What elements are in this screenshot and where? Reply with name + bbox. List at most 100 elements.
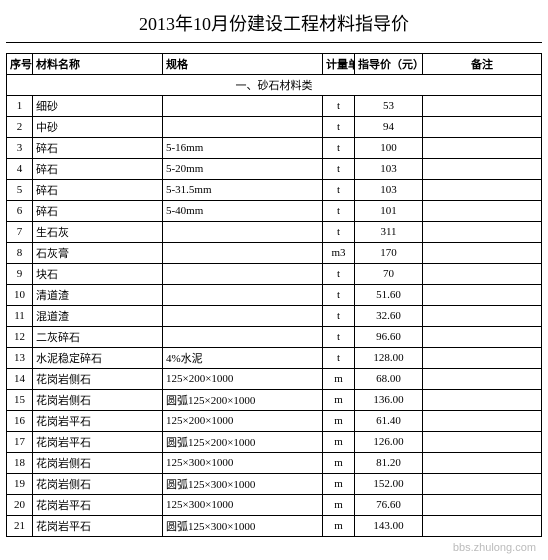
cell-unit: m: [323, 390, 355, 411]
cell-name: 碎石: [33, 180, 163, 201]
cell-name: 石灰膏: [33, 243, 163, 264]
col-header-unit: 计量单位: [323, 54, 355, 75]
cell-name: 花岗岩平石: [33, 516, 163, 537]
cell-seq: 10: [7, 285, 33, 306]
table-row: 7生石灰t311: [7, 222, 542, 243]
cell-spec: 125×200×1000: [163, 411, 323, 432]
cell-remark: [423, 117, 542, 138]
cell-unit: m: [323, 474, 355, 495]
cell-price: 101: [355, 201, 423, 222]
cell-remark: [423, 453, 542, 474]
cell-seq: 6: [7, 201, 33, 222]
cell-unit: t: [323, 348, 355, 369]
cell-name: 水泥稳定碎石: [33, 348, 163, 369]
cell-remark: [423, 411, 542, 432]
cell-price: 126.00: [355, 432, 423, 453]
col-header-name: 材料名称: [33, 54, 163, 75]
cell-seq: 13: [7, 348, 33, 369]
cell-remark: [423, 390, 542, 411]
cell-name: 块石: [33, 264, 163, 285]
cell-unit: m: [323, 411, 355, 432]
cell-price: 136.00: [355, 390, 423, 411]
watermark-text: bbs.zhulong.com: [453, 542, 536, 554]
cell-seq: 15: [7, 390, 33, 411]
cell-price: 128.00: [355, 348, 423, 369]
cell-seq: 1: [7, 96, 33, 117]
cell-price: 76.60: [355, 495, 423, 516]
cell-price: 170: [355, 243, 423, 264]
cell-spec: 圆弧125×300×1000: [163, 474, 323, 495]
cell-seq: 2: [7, 117, 33, 138]
cell-spec: 125×200×1000: [163, 369, 323, 390]
col-header-spec: 规格: [163, 54, 323, 75]
col-header-seq: 序号: [7, 54, 33, 75]
cell-unit: t: [323, 327, 355, 348]
cell-spec: 5-20mm: [163, 159, 323, 180]
cell-remark: [423, 264, 542, 285]
cell-spec: [163, 264, 323, 285]
cell-spec: [163, 285, 323, 306]
cell-remark: [423, 474, 542, 495]
cell-remark: [423, 348, 542, 369]
cell-name: 花岗岩侧石: [33, 474, 163, 495]
table-row: 14花岗岩侧石125×200×1000m68.00: [7, 369, 542, 390]
cell-spec: [163, 222, 323, 243]
cell-unit: t: [323, 264, 355, 285]
cell-unit: m: [323, 369, 355, 390]
cell-spec: 5-16mm: [163, 138, 323, 159]
table-row: 20花岗岩平石125×300×1000m76.60: [7, 495, 542, 516]
cell-seq: 3: [7, 138, 33, 159]
cell-seq: 21: [7, 516, 33, 537]
cell-price: 152.00: [355, 474, 423, 495]
cell-spec: 5-31.5mm: [163, 180, 323, 201]
table-row: 15花岗岩侧石圆弧125×200×1000m136.00: [7, 390, 542, 411]
table-row: 11混道渣t32.60: [7, 306, 542, 327]
table-row: 3碎石5-16mmt100: [7, 138, 542, 159]
cell-remark: [423, 201, 542, 222]
cell-price: 70: [355, 264, 423, 285]
table-row: 13水泥稳定碎石4%水泥t128.00: [7, 348, 542, 369]
table-row: 12二灰碎石t96.60: [7, 327, 542, 348]
table-row: 1细砂t53: [7, 96, 542, 117]
cell-price: 53: [355, 96, 423, 117]
cell-name: 碎石: [33, 138, 163, 159]
section-row: 一、砂石材料类: [7, 75, 542, 96]
cell-seq: 11: [7, 306, 33, 327]
cell-name: 生石灰: [33, 222, 163, 243]
cell-price: 96.60: [355, 327, 423, 348]
cell-unit: t: [323, 117, 355, 138]
table-row: 16花岗岩平石125×200×1000m61.40: [7, 411, 542, 432]
cell-price: 32.60: [355, 306, 423, 327]
cell-remark: [423, 306, 542, 327]
table-row: 21花岗岩平石圆弧125×300×1000m143.00: [7, 516, 542, 537]
table-body: 一、砂石材料类 1细砂t532中砂t943碎石5-16mmt1004碎石5-20…: [7, 75, 542, 537]
cell-spec: 4%水泥: [163, 348, 323, 369]
cell-remark: [423, 432, 542, 453]
cell-spec: [163, 117, 323, 138]
cell-name: 花岗岩侧石: [33, 453, 163, 474]
cell-unit: t: [323, 159, 355, 180]
cell-seq: 20: [7, 495, 33, 516]
cell-spec: [163, 306, 323, 327]
title-underline: [6, 42, 542, 43]
cell-seq: 7: [7, 222, 33, 243]
cell-seq: 17: [7, 432, 33, 453]
cell-seq: 19: [7, 474, 33, 495]
cell-spec: 圆弧125×300×1000: [163, 516, 323, 537]
cell-unit: m: [323, 516, 355, 537]
cell-remark: [423, 495, 542, 516]
cell-name: 花岗岩平石: [33, 411, 163, 432]
cell-seq: 16: [7, 411, 33, 432]
cell-price: 68.00: [355, 369, 423, 390]
cell-unit: t: [323, 222, 355, 243]
cell-unit: m: [323, 495, 355, 516]
cell-unit: t: [323, 285, 355, 306]
cell-spec: [163, 327, 323, 348]
cell-unit: t: [323, 138, 355, 159]
cell-remark: [423, 222, 542, 243]
table-row: 2中砂t94: [7, 117, 542, 138]
cell-name: 碎石: [33, 159, 163, 180]
cell-remark: [423, 96, 542, 117]
cell-remark: [423, 180, 542, 201]
cell-price: 100: [355, 138, 423, 159]
